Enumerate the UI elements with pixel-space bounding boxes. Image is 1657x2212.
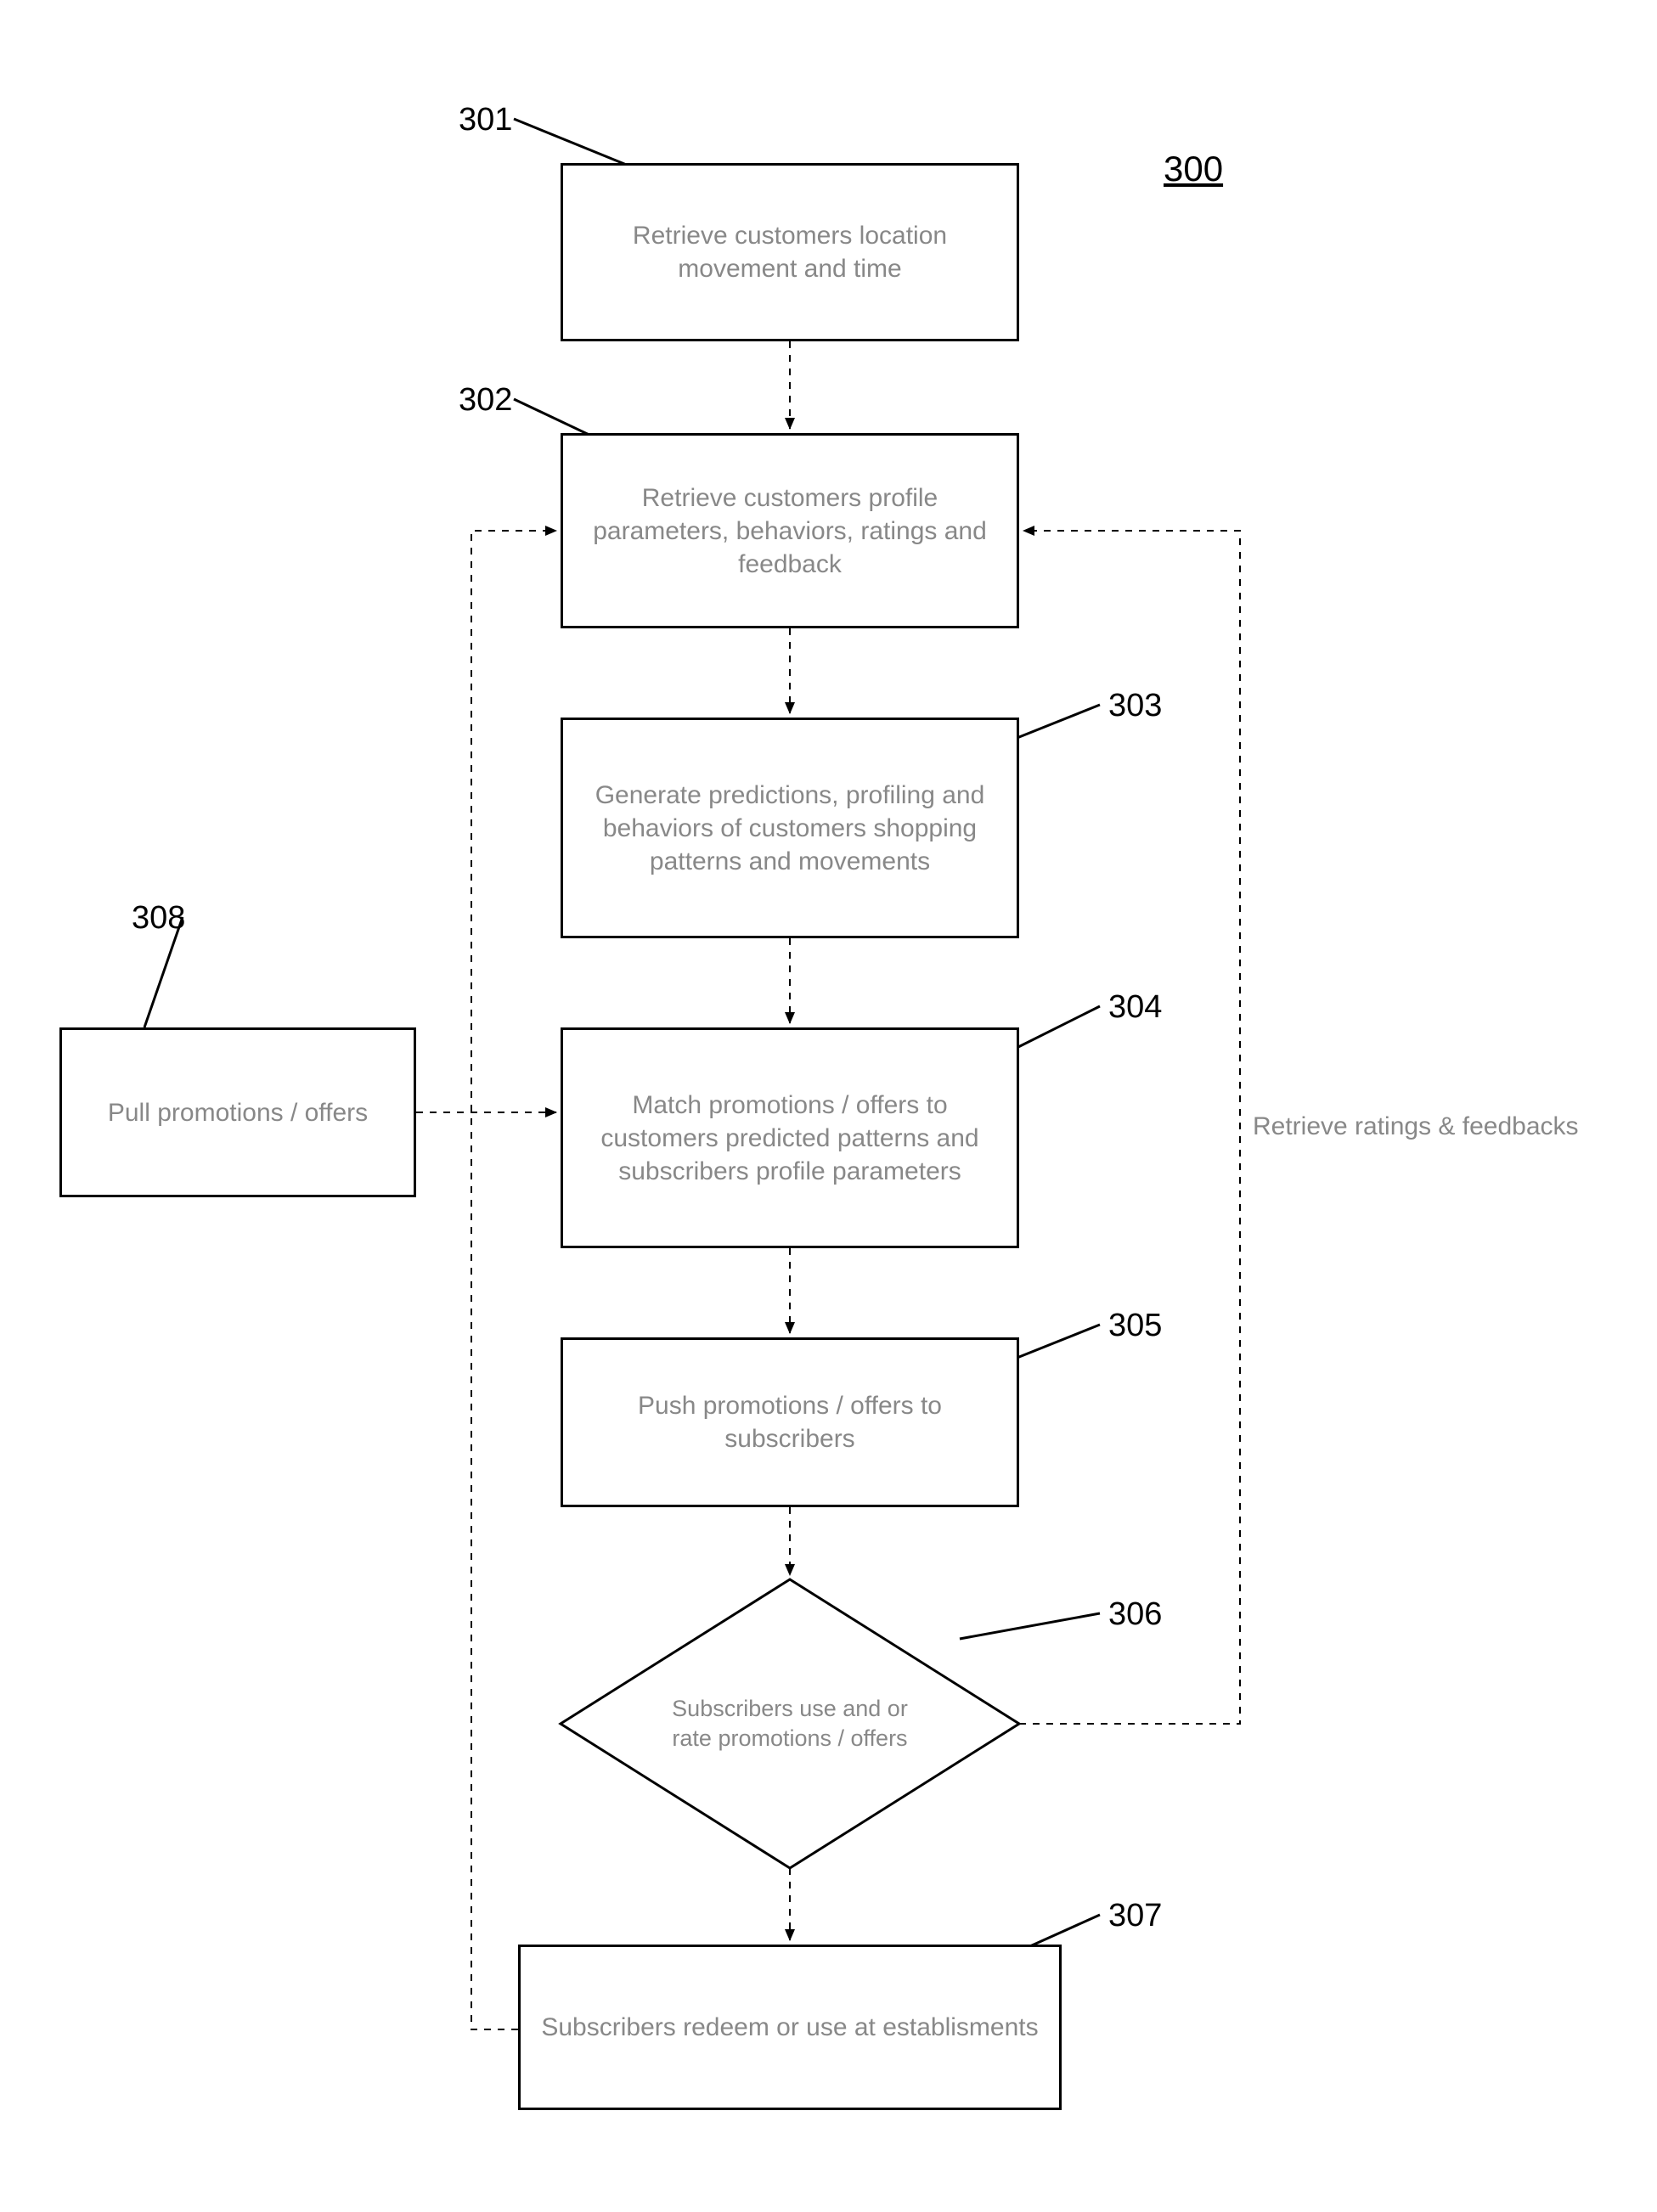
- label-306: 306: [1108, 1596, 1162, 1633]
- node-305: Push promotions / offers to subscribers: [561, 1337, 1019, 1507]
- node-306-text: Subscribers use and or rate promotions /…: [671, 1694, 909, 1753]
- diagram-container: 300 Retrieve customers location movement…: [0, 0, 1657, 2212]
- node-302: Retrieve customers profile parameters, b…: [561, 433, 1019, 628]
- node-301: Retrieve customers location movement and…: [561, 163, 1019, 341]
- node-301-text: Retrieve customers location movement and…: [580, 219, 1000, 285]
- node-304-text: Match promotions / offers to customers p…: [580, 1089, 1000, 1188]
- node-305-text: Push promotions / offers to subscribers: [580, 1389, 1000, 1455]
- label-307: 307: [1108, 1898, 1162, 1934]
- label-305: 305: [1108, 1308, 1162, 1344]
- feedback-edge-label: Retrieve ratings & feedbacks: [1253, 1112, 1579, 1141]
- node-303: Generate predictions, profiling and beha…: [561, 718, 1019, 938]
- node-304: Match promotions / offers to customers p…: [561, 1027, 1019, 1248]
- label-301: 301: [459, 102, 512, 138]
- label-304: 304: [1108, 989, 1162, 1026]
- node-303-text: Generate predictions, profiling and beha…: [580, 779, 1000, 878]
- node-307-text: Subscribers redeem or use at establismen…: [541, 2011, 1038, 2044]
- node-308-text: Pull promotions / offers: [108, 1096, 368, 1129]
- node-308: Pull promotions / offers: [59, 1027, 416, 1197]
- label-302: 302: [459, 382, 512, 419]
- node-307: Subscribers redeem or use at establismen…: [518, 1945, 1062, 2110]
- node-302-text: Retrieve customers profile parameters, b…: [580, 481, 1000, 581]
- label-308: 308: [132, 900, 185, 937]
- label-303: 303: [1108, 688, 1162, 724]
